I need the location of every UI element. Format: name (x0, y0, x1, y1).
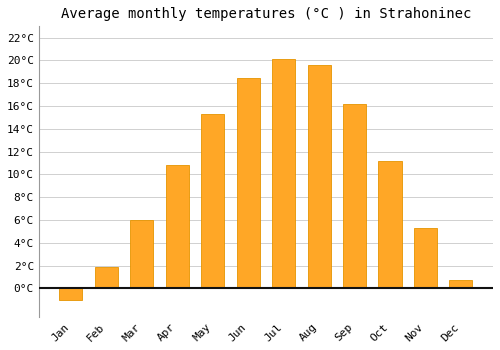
Bar (60, 288, 82, 300)
Bar (130, 220, 154, 288)
Bar (450, 280, 472, 288)
Bar (414, 228, 437, 288)
Bar (272, 59, 295, 288)
Bar (95, 267, 118, 288)
Bar (343, 104, 366, 288)
Bar (308, 65, 330, 288)
Bar (236, 78, 260, 288)
Title: Average monthly temperatures (°C ) in Strahoninec: Average monthly temperatures (°C ) in St… (60, 7, 471, 21)
Bar (378, 161, 402, 288)
Bar (201, 114, 224, 288)
Bar (166, 165, 189, 288)
